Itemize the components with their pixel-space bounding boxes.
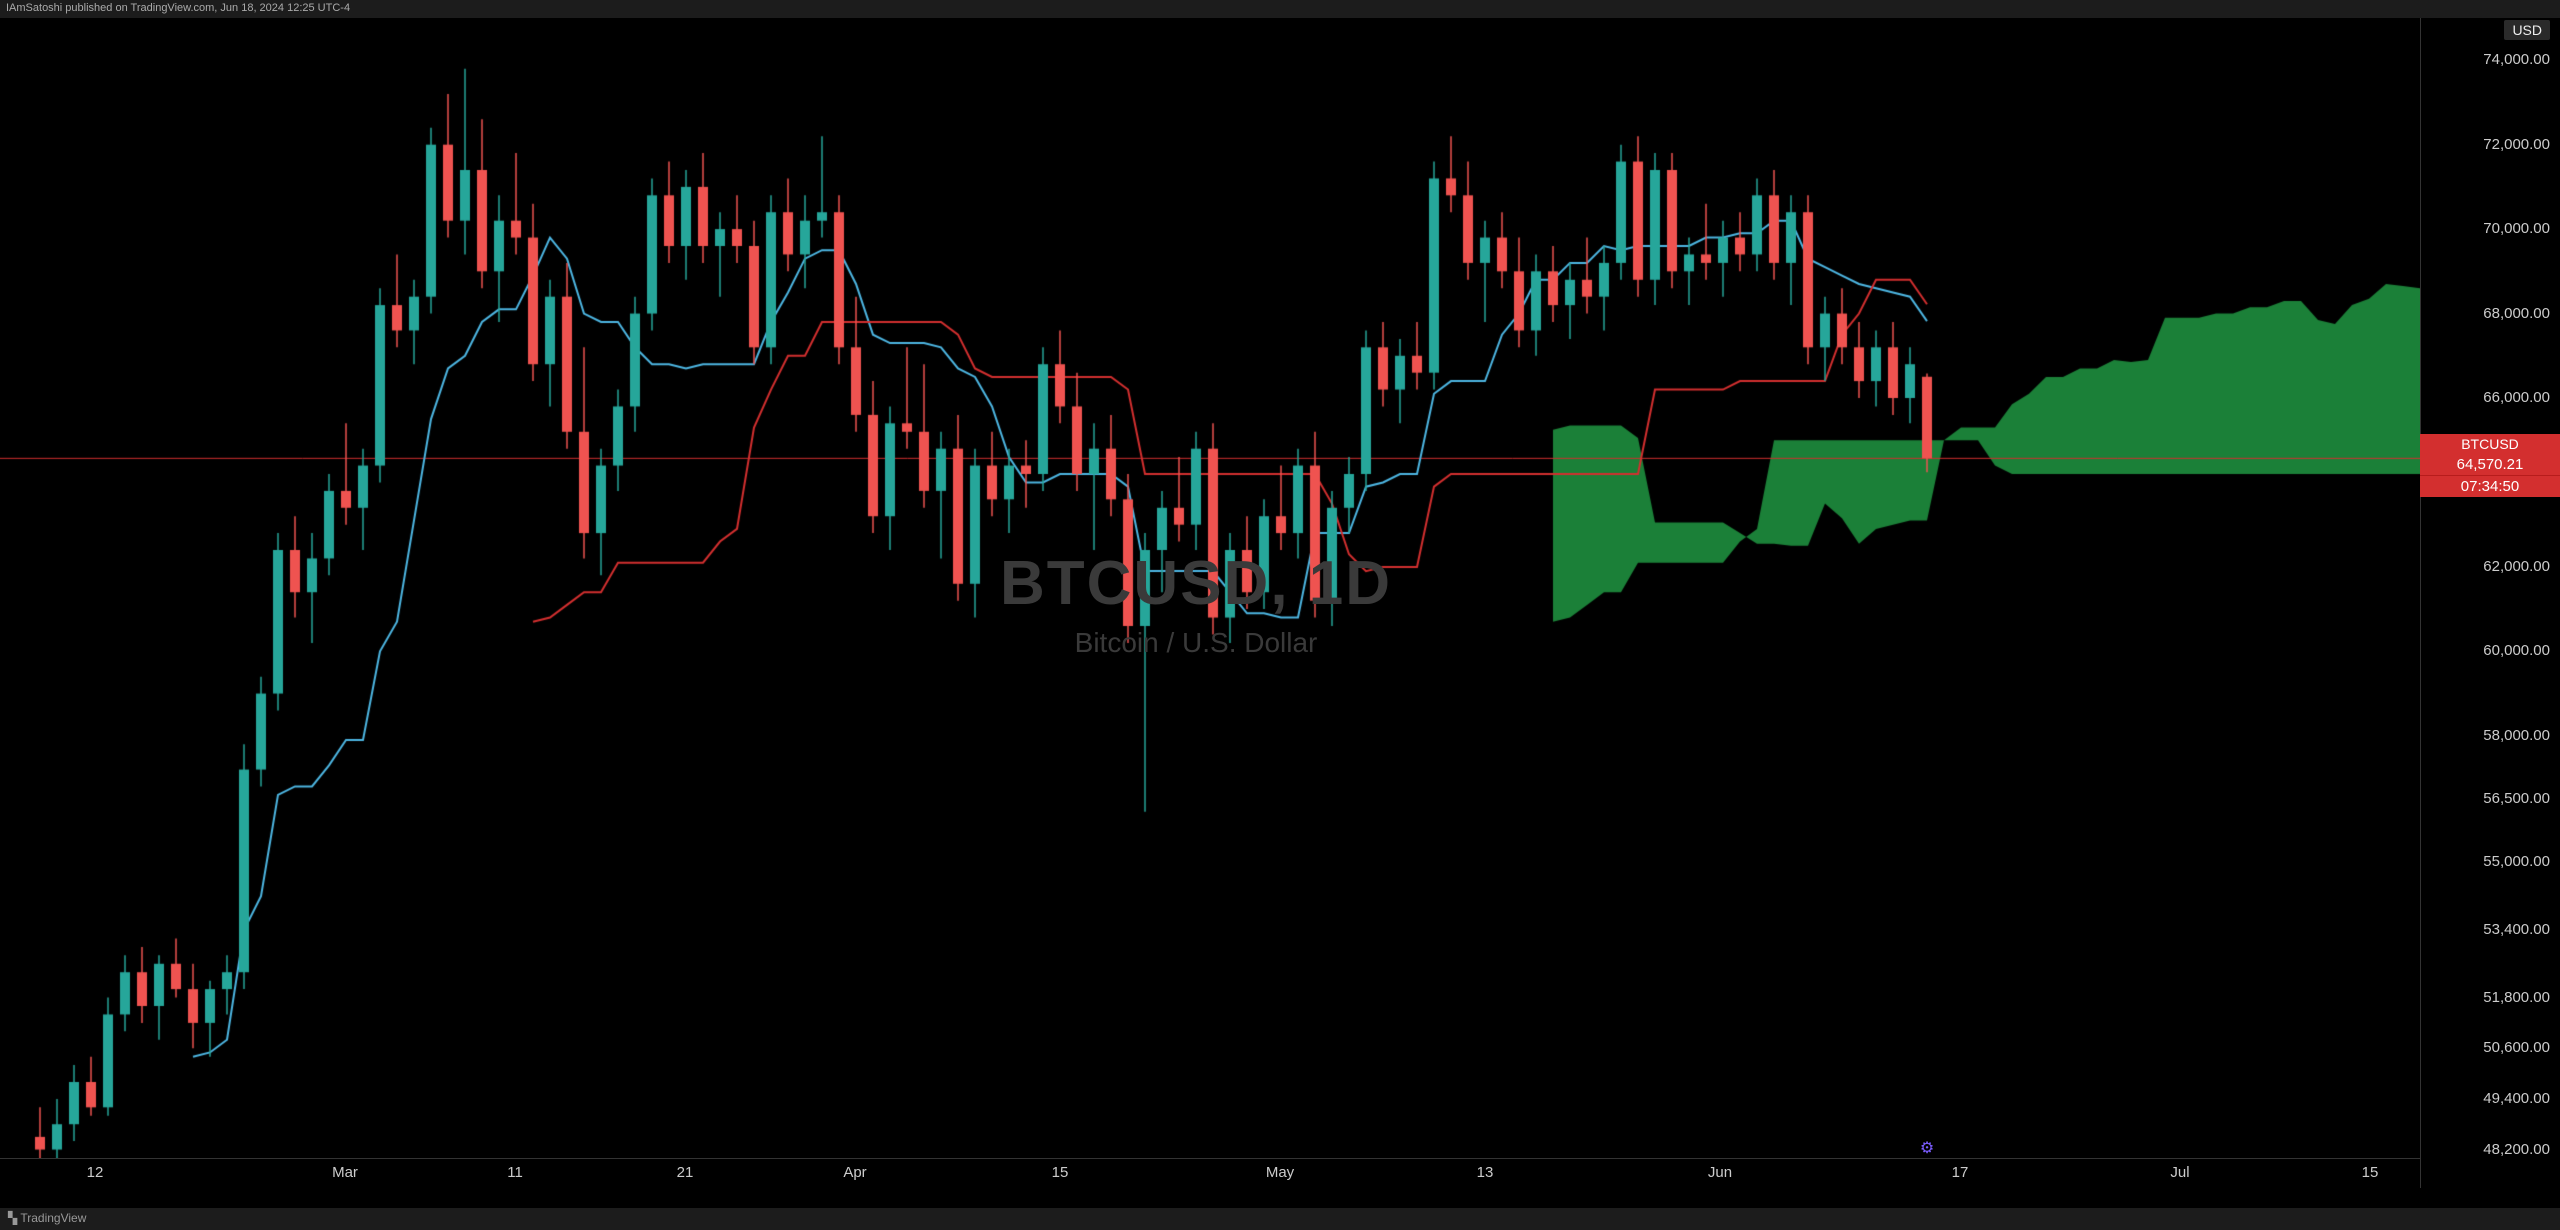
- price-axis[interactable]: USD BTCUSD 64,570.21 07:34:50 74,000.00 7…: [2420, 18, 2560, 1188]
- x-tick: 11: [507, 1164, 523, 1181]
- gear-icon[interactable]: ⚙: [1920, 1138, 1934, 1158]
- x-tick: Jul: [2170, 1164, 2189, 1181]
- y-tick: 74,000.00: [2430, 51, 2550, 68]
- x-tick: 17: [1952, 1164, 1969, 1181]
- y-tick: 48,200.00: [2430, 1141, 2550, 1158]
- x-tick: 21: [677, 1164, 694, 1181]
- x-tick: Apr: [843, 1164, 866, 1181]
- publish-bar: IAmSatoshi published on TradingView.com,…: [0, 0, 2560, 18]
- x-tick: May: [1266, 1164, 1294, 1181]
- y-tick: 68,000.00: [2430, 305, 2550, 322]
- x-tick: 13: [1477, 1164, 1494, 1181]
- chart-pane[interactable]: BTCUSD, 1D Bitcoin / U.S. Dollar ⚙ 12Mar…: [0, 18, 2420, 1188]
- y-tick: 50,600.00: [2430, 1039, 2550, 1056]
- last-price-tag: BTCUSD 64,570.21 07:34:50: [2420, 434, 2560, 497]
- y-tick: 53,400.00: [2430, 921, 2550, 938]
- currency-badge[interactable]: USD: [2504, 20, 2550, 40]
- x-tick: 12: [87, 1164, 104, 1181]
- time-axis[interactable]: 12 Mar 11 21 Apr 15 May 13 Jun 17 Jul 15: [0, 1158, 2420, 1188]
- y-tick: 58,000.00: [2430, 727, 2550, 744]
- footer-text: TradingView: [20, 1211, 86, 1225]
- price-canvas[interactable]: [0, 18, 2420, 1188]
- y-tick: 51,800.00: [2430, 989, 2550, 1006]
- y-tick: 66,000.00: [2430, 389, 2550, 406]
- y-tick: 72,000.00: [2430, 136, 2550, 153]
- tradingview-logo-icon: ▚: [8, 1211, 20, 1225]
- price-tag-symbol: BTCUSD: [2420, 434, 2560, 454]
- x-tick: 15: [2362, 1164, 2379, 1181]
- y-tick: 56,500.00: [2430, 790, 2550, 807]
- x-tick: Mar: [332, 1164, 358, 1181]
- y-tick: 55,000.00: [2430, 853, 2550, 870]
- x-tick: Jun: [1708, 1164, 1732, 1181]
- price-tag-countdown: 07:34:50: [2420, 475, 2560, 497]
- footer-bar: ▚ TradingView: [0, 1208, 2560, 1230]
- y-tick: 62,000.00: [2430, 558, 2550, 575]
- y-tick: 70,000.00: [2430, 220, 2550, 237]
- y-tick: 60,000.00: [2430, 642, 2550, 659]
- price-tag-value: 64,570.21: [2420, 454, 2560, 475]
- x-tick: 15: [1052, 1164, 1069, 1181]
- y-tick: 49,400.00: [2430, 1090, 2550, 1107]
